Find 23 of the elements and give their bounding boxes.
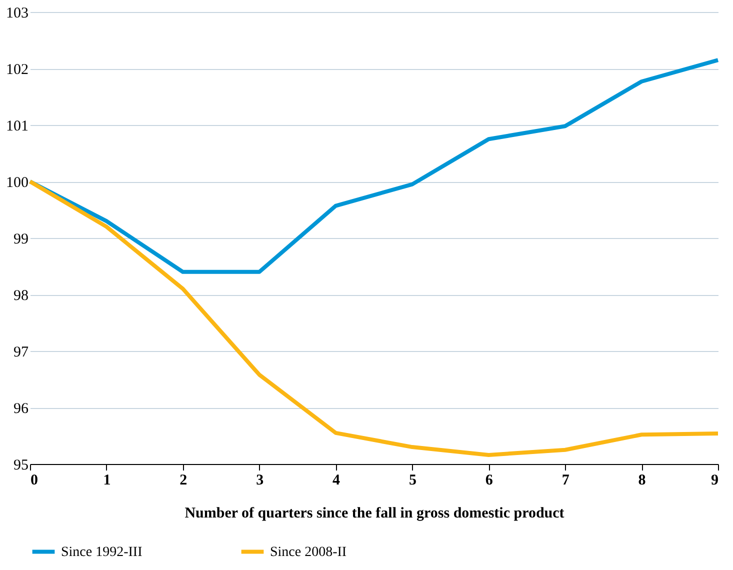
y-tick-label: 98 <box>14 288 28 304</box>
y-tick-label: 103 <box>6 6 28 22</box>
x-tick-label: 8 <box>638 472 646 488</box>
x-axis-title: Number of quarters since the fall in gross domestic product <box>184 506 564 522</box>
legend-label: Since 2008-II <box>270 544 347 560</box>
x-tick-label: 6 <box>485 472 494 488</box>
x-tick-label: 7 <box>562 472 570 488</box>
x-tick-label: 3 <box>256 472 264 488</box>
legend-label: Since 1992-III <box>61 544 143 560</box>
x-tick-label: 9 <box>711 472 718 488</box>
y-tick-label: 101 <box>6 118 28 134</box>
x-tick-label: 1 <box>103 472 111 488</box>
y-tick-label: 99 <box>14 232 28 248</box>
y-tick-label: 96 <box>14 401 29 417</box>
y-tick-label: 95 <box>14 458 28 474</box>
line-series <box>28 180 720 457</box>
x-tick-label: 4 <box>332 472 341 488</box>
y-tick-label: 102 <box>6 62 28 78</box>
y-tick-label: 97 <box>14 344 29 360</box>
y-tick-label: 100 <box>6 175 28 191</box>
x-tick-label: 0 <box>30 472 38 488</box>
x-tick-label: 5 <box>408 472 416 488</box>
x-tick-label: 2 <box>180 472 188 488</box>
